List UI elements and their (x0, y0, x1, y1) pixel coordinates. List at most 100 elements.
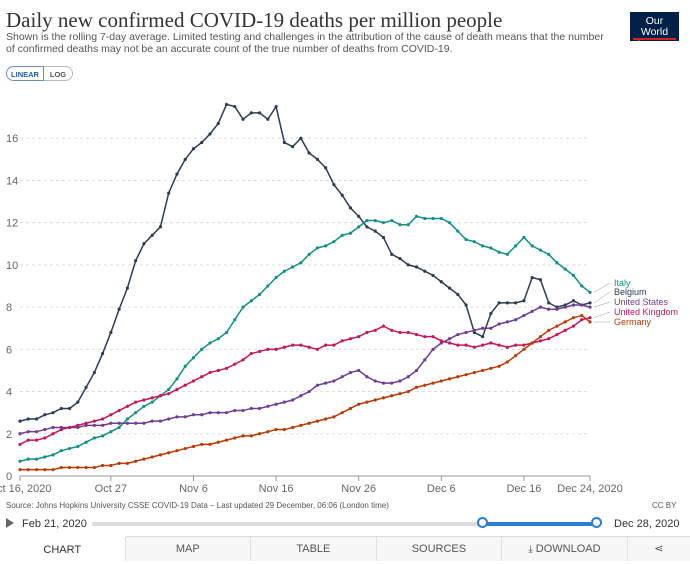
data-point (76, 465, 80, 470)
data-point (447, 341, 452, 345)
data-point (299, 423, 303, 427)
data-point (150, 396, 154, 400)
data-point (431, 273, 435, 278)
data-point (489, 366, 493, 370)
source-note[interactable]: Source: Johns Hopkins University CSSE CO… (6, 501, 389, 510)
play-icon[interactable] (6, 518, 14, 528)
data-point (274, 104, 278, 109)
license-label[interactable]: CC BY (652, 501, 677, 510)
data-point (101, 434, 105, 438)
data-point (274, 347, 278, 351)
data-point (547, 307, 551, 311)
data-point (51, 432, 55, 436)
data-point (431, 216, 435, 221)
data-point (324, 417, 328, 421)
timeline-end-handle[interactable] (591, 517, 602, 528)
data-point (125, 404, 129, 408)
data-point (92, 370, 96, 375)
data-point (216, 440, 220, 444)
y-tick-label: 12 (6, 218, 18, 230)
logo-line2: in Data (637, 39, 672, 51)
log-scale-toggle[interactable]: LOG (44, 66, 73, 81)
tab-table[interactable]: TABLE (251, 537, 377, 561)
tab-share[interactable]: ⋖ (628, 537, 690, 561)
tab-chart[interactable]: CHART (0, 536, 126, 561)
data-point (249, 299, 253, 303)
data-point (447, 377, 452, 381)
data-point (348, 337, 353, 341)
data-point (167, 191, 171, 195)
data-point (224, 366, 229, 370)
data-point (571, 316, 576, 320)
data-point (340, 233, 344, 237)
data-point (18, 468, 22, 472)
data-point (315, 419, 319, 423)
data-point (481, 335, 485, 339)
data-point (51, 468, 55, 472)
data-point (241, 305, 245, 309)
data-point (150, 400, 154, 404)
data-point (59, 427, 63, 432)
data-point (191, 379, 196, 383)
y-tick-label: 0 (6, 471, 12, 483)
data-point (200, 347, 204, 351)
data-point (439, 216, 443, 221)
data-point (357, 402, 361, 406)
timeline-track[interactable] (92, 522, 597, 526)
tab-download[interactable]: ⤓ DOWNLOAD (502, 537, 628, 561)
y-tick-label: 4 (6, 387, 12, 399)
data-point (101, 351, 105, 356)
data-point (547, 252, 551, 256)
data-point (390, 218, 394, 223)
data-point (555, 332, 559, 337)
data-point (390, 394, 394, 398)
data-point (464, 373, 468, 377)
data-point (423, 269, 427, 273)
data-point (109, 463, 113, 468)
x-tick-label: Nov 26 (341, 483, 376, 495)
data-point (497, 322, 501, 326)
data-point (464, 343, 468, 347)
data-point (150, 233, 154, 237)
data-point (563, 328, 567, 332)
data-point (76, 423, 80, 427)
data-point (191, 147, 196, 151)
data-point (266, 117, 270, 121)
linear-scale-toggle[interactable]: LINEAR (6, 66, 44, 81)
data-point (299, 261, 303, 265)
data-point (307, 151, 311, 155)
data-point (505, 360, 509, 364)
data-point (249, 406, 253, 411)
data-point (183, 446, 187, 451)
data-point (43, 468, 47, 472)
data-point (175, 172, 179, 176)
data-point (373, 398, 377, 402)
data-point (257, 406, 262, 411)
data-point (208, 411, 212, 415)
data-point (431, 335, 435, 339)
timeline-start-handle[interactable] (477, 517, 488, 528)
data-point (216, 121, 220, 126)
data-point (233, 436, 237, 440)
owid-logo[interactable]: Our World in Data (630, 12, 679, 51)
data-point (257, 111, 262, 115)
data-point (447, 286, 452, 290)
data-point (398, 223, 402, 227)
data-point (348, 406, 353, 411)
data-point (274, 402, 278, 406)
tab-sources[interactable]: SOURCES (377, 537, 503, 561)
legend-connector (593, 291, 611, 304)
legend-label: Italy (614, 278, 631, 288)
timeline-selection[interactable] (482, 522, 597, 526)
data-point (547, 328, 551, 332)
data-point (547, 301, 551, 305)
tab-map[interactable]: MAP (126, 537, 252, 561)
data-point (249, 111, 253, 115)
data-point (167, 451, 171, 455)
data-point (489, 311, 493, 316)
data-point (406, 330, 410, 335)
data-point (183, 157, 187, 161)
data-point (588, 320, 592, 324)
data-point (414, 214, 419, 218)
data-point (299, 343, 303, 347)
